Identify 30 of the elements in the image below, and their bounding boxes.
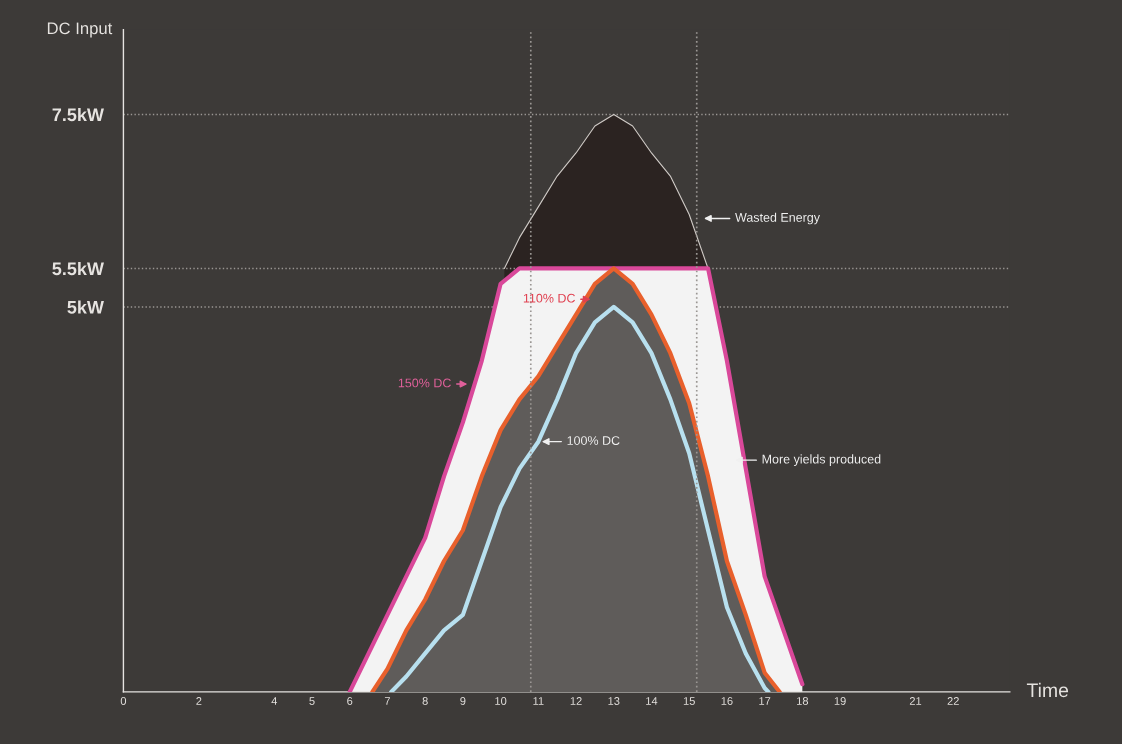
x-tick-label: 4 bbox=[271, 697, 278, 705]
x-tick-label: 15 bbox=[683, 697, 695, 705]
x-tick-label: 6 bbox=[347, 697, 353, 705]
x-tick-label: 8 bbox=[422, 697, 428, 705]
x-tick-label: 16 bbox=[721, 697, 733, 705]
annotation: More yields produced bbox=[762, 454, 881, 466]
x-tick-label: 17 bbox=[759, 697, 771, 705]
x-tick-label: 14 bbox=[646, 697, 658, 705]
y-tick-label: 5.5kW bbox=[52, 261, 104, 276]
x-tick-label: 13 bbox=[608, 697, 620, 705]
x-tick-label: 18 bbox=[797, 697, 809, 705]
annotation: Wasted Energy bbox=[735, 212, 820, 225]
y-tick-label: 5kW bbox=[67, 300, 104, 314]
annotation: 110% DC bbox=[523, 293, 575, 303]
annotation: 150% DC bbox=[398, 378, 451, 388]
x-tick-label: 0 bbox=[120, 697, 127, 705]
y-axis-title: DC Input bbox=[47, 22, 113, 38]
annotation: 100% DC bbox=[567, 436, 620, 445]
x-tick-label: 21 bbox=[909, 697, 922, 705]
x-tick-label: 7 bbox=[384, 697, 390, 705]
x-tick-label: 12 bbox=[570, 697, 582, 705]
x-tick-label: 10 bbox=[495, 697, 507, 705]
y-tick-label: 7.5kW bbox=[52, 107, 104, 122]
x-tick-label: 19 bbox=[834, 697, 846, 705]
x-tick-label: 22 bbox=[947, 697, 959, 705]
x-axis-title: Time bbox=[1026, 682, 1069, 698]
x-tick-label: 5 bbox=[309, 697, 315, 705]
x-tick-label: 9 bbox=[460, 697, 466, 705]
x-tick-label: 11 bbox=[533, 697, 544, 705]
x-tick-label: 2 bbox=[196, 697, 202, 705]
